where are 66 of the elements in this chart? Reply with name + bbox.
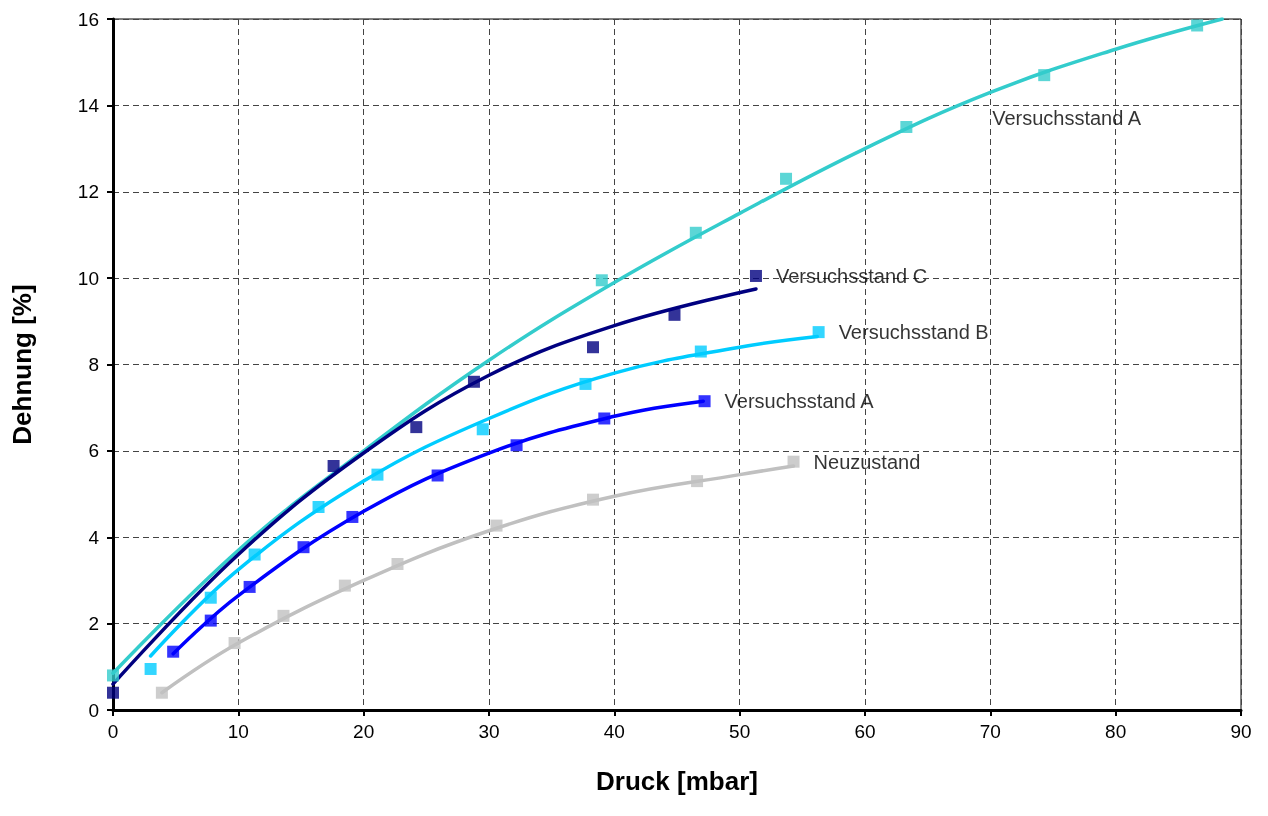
point: [490, 519, 503, 532]
x-axis-title: Druck [mbar]: [596, 766, 758, 796]
point: [694, 345, 707, 358]
x-tick-label: 40: [603, 721, 625, 742]
point: [510, 439, 523, 452]
point: [467, 375, 480, 388]
point: [204, 591, 217, 604]
point: [598, 412, 611, 425]
point: [698, 395, 711, 408]
point: [391, 558, 404, 571]
point: [1038, 69, 1051, 82]
series-label: Versuchsstand A: [724, 390, 875, 413]
y-tick-label: 0: [88, 699, 99, 721]
point: [107, 686, 119, 699]
point: [243, 580, 256, 593]
point: [668, 308, 681, 321]
text: Versuchsstand A: [992, 107, 1142, 130]
series-label: Versuchsstand B: [838, 321, 989, 344]
point: [587, 493, 600, 506]
x-tick-label: 30: [478, 721, 500, 742]
y-tick-label: 12: [77, 181, 99, 203]
point: [371, 468, 384, 481]
point: [248, 548, 261, 561]
y-tick-label: 8: [88, 354, 99, 375]
point: [204, 614, 217, 627]
point: [812, 326, 825, 339]
point: [327, 459, 340, 472]
x-tick-label: 50: [729, 721, 751, 742]
point: [1191, 19, 1204, 32]
point: [107, 669, 119, 682]
point: [691, 475, 704, 488]
y-tick-label: 6: [88, 440, 99, 462]
point: [312, 501, 325, 514]
x-tick-label: 90: [1230, 721, 1252, 742]
point: [780, 172, 793, 185]
series-label: Neuzustand: [813, 450, 921, 473]
y-tick-label: 4: [88, 526, 100, 548]
point: [476, 423, 489, 436]
point: [155, 686, 168, 699]
point: [579, 377, 592, 390]
point: [787, 455, 800, 468]
point: [277, 609, 290, 622]
y-tick-label: 10: [77, 267, 99, 289]
y-axis-title: Dehnung [%]: [7, 284, 37, 445]
point: [228, 637, 241, 650]
x-tick-label: 10: [227, 721, 249, 742]
point: [587, 341, 600, 354]
y-tick-label: 14: [77, 94, 100, 116]
x-tick-label: 20: [353, 721, 375, 742]
point: [595, 274, 608, 287]
point: [346, 510, 359, 523]
point: [900, 120, 913, 133]
point: [167, 645, 180, 658]
x-tick-label: 60: [854, 721, 876, 742]
point: [749, 269, 762, 282]
x-tick-label: 0: [107, 721, 119, 742]
point: [431, 469, 444, 482]
point: [410, 421, 423, 434]
point: [297, 541, 310, 554]
point: [338, 579, 351, 592]
y-tick-label: 16: [77, 8, 99, 30]
point: [689, 226, 702, 239]
point: [144, 662, 157, 675]
y-tick-label: 2: [88, 613, 99, 635]
x-tick-label: 70: [979, 721, 1001, 742]
x-tick-label: 80: [1105, 721, 1127, 742]
